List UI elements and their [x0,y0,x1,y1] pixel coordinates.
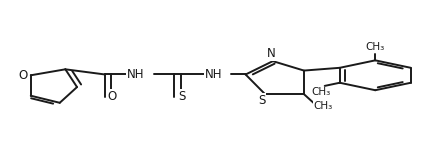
Text: S: S [178,90,185,103]
Text: N: N [266,47,275,60]
Text: NH: NH [204,68,221,81]
Text: CH₃: CH₃ [365,42,384,52]
Text: O: O [18,69,28,82]
Text: CH₃: CH₃ [313,101,332,111]
Text: O: O [107,90,116,103]
Text: S: S [258,94,265,107]
Text: CH₃: CH₃ [311,88,330,97]
Text: NH: NH [126,68,144,81]
